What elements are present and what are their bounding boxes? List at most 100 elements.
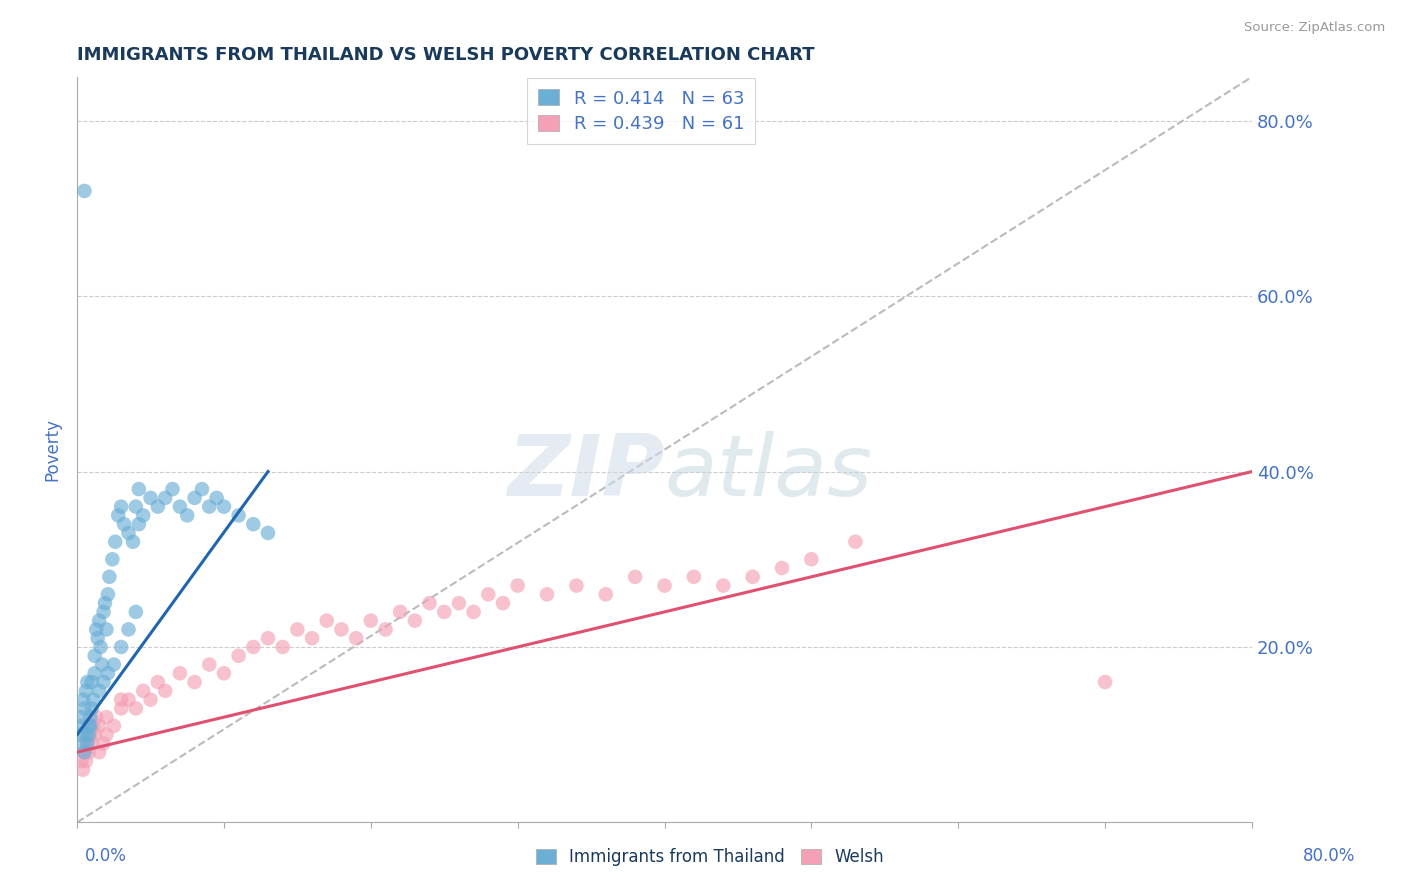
Point (128, 482, 150, 496)
Point (315, 614, 337, 628)
Point (492, 596, 515, 610)
Point (93, 675, 115, 690)
Point (117, 623, 139, 637)
Point (404, 614, 426, 628)
Point (77, 745, 100, 759)
Point (191, 482, 214, 496)
Point (257, 525, 280, 540)
Point (104, 534, 127, 549)
Point (242, 517, 264, 532)
Point (344, 631, 367, 645)
Text: IMMIGRANTS FROM THAILAND VS WELSH POVERTY CORRELATION CHART: IMMIGRANTS FROM THAILAND VS WELSH POVERT… (77, 46, 814, 64)
Text: atlas: atlas (665, 431, 873, 514)
Point (75, 683, 97, 698)
Point (101, 552, 124, 566)
Point (205, 491, 228, 505)
Point (654, 578, 676, 592)
Point (77, 728, 100, 742)
Point (146, 500, 169, 514)
Point (83, 666, 105, 681)
Point (80, 675, 103, 690)
Point (624, 570, 647, 584)
Point (389, 605, 412, 619)
Point (82, 719, 104, 733)
Point (374, 623, 396, 637)
Point (94, 596, 117, 610)
Point (155, 683, 177, 698)
Point (73, 745, 96, 759)
Point (70, 719, 93, 733)
Point (711, 578, 734, 592)
Text: ZIP: ZIP (508, 431, 665, 514)
Point (132, 683, 155, 698)
Point (169, 500, 191, 514)
Point (110, 500, 132, 514)
Point (87, 683, 110, 698)
Point (257, 631, 280, 645)
Point (139, 692, 162, 706)
Point (155, 491, 177, 505)
Point (228, 648, 250, 663)
Point (75, 728, 97, 742)
Point (110, 701, 132, 715)
Point (770, 561, 793, 575)
Legend: R = 0.414   N = 63, R = 0.439   N = 61: R = 0.414 N = 63, R = 0.439 N = 61 (527, 78, 755, 144)
Point (98, 570, 121, 584)
Point (433, 605, 456, 619)
Point (301, 631, 323, 645)
Point (70, 754, 93, 768)
Point (128, 517, 150, 532)
Point (330, 623, 353, 637)
Point (73, 745, 96, 759)
Point (146, 675, 169, 690)
Point (80, 736, 103, 750)
Point (82, 692, 104, 706)
Point (84, 623, 107, 637)
Point (103, 719, 125, 733)
Point (93, 736, 115, 750)
Point (506, 578, 529, 592)
Text: 80.0%: 80.0% (1302, 847, 1355, 864)
Point (463, 605, 485, 619)
Point (125, 500, 148, 514)
Point (683, 570, 706, 584)
Point (1094, 675, 1116, 690)
Point (96, 710, 118, 724)
Point (97, 587, 120, 601)
Point (76, 736, 98, 750)
Point (83, 728, 105, 742)
Point (72, 763, 94, 777)
Point (97, 666, 120, 681)
Point (360, 614, 382, 628)
Point (107, 508, 129, 523)
Point (83, 648, 105, 663)
Point (125, 605, 148, 619)
Point (419, 596, 441, 610)
Point (132, 508, 155, 523)
Point (73, 701, 96, 715)
Point (96, 728, 118, 742)
Text: Source: ZipAtlas.com: Source: ZipAtlas.com (1244, 21, 1385, 34)
Point (76, 736, 98, 750)
Point (80, 701, 103, 715)
Text: 0.0%: 0.0% (84, 847, 127, 864)
Point (77, 719, 100, 733)
Point (477, 587, 499, 601)
Point (87, 614, 110, 628)
Y-axis label: Poverty: Poverty (44, 418, 60, 481)
Point (69, 728, 91, 742)
Point (79, 728, 101, 742)
Point (741, 570, 763, 584)
Point (103, 657, 125, 672)
Point (565, 578, 588, 592)
Point (87, 719, 110, 733)
Point (198, 657, 221, 672)
Point (169, 666, 191, 681)
Point (84, 710, 107, 724)
Point (536, 587, 558, 601)
Point (93, 605, 115, 619)
Point (844, 534, 866, 549)
Point (271, 640, 294, 654)
Point (139, 491, 162, 505)
Point (198, 500, 221, 514)
